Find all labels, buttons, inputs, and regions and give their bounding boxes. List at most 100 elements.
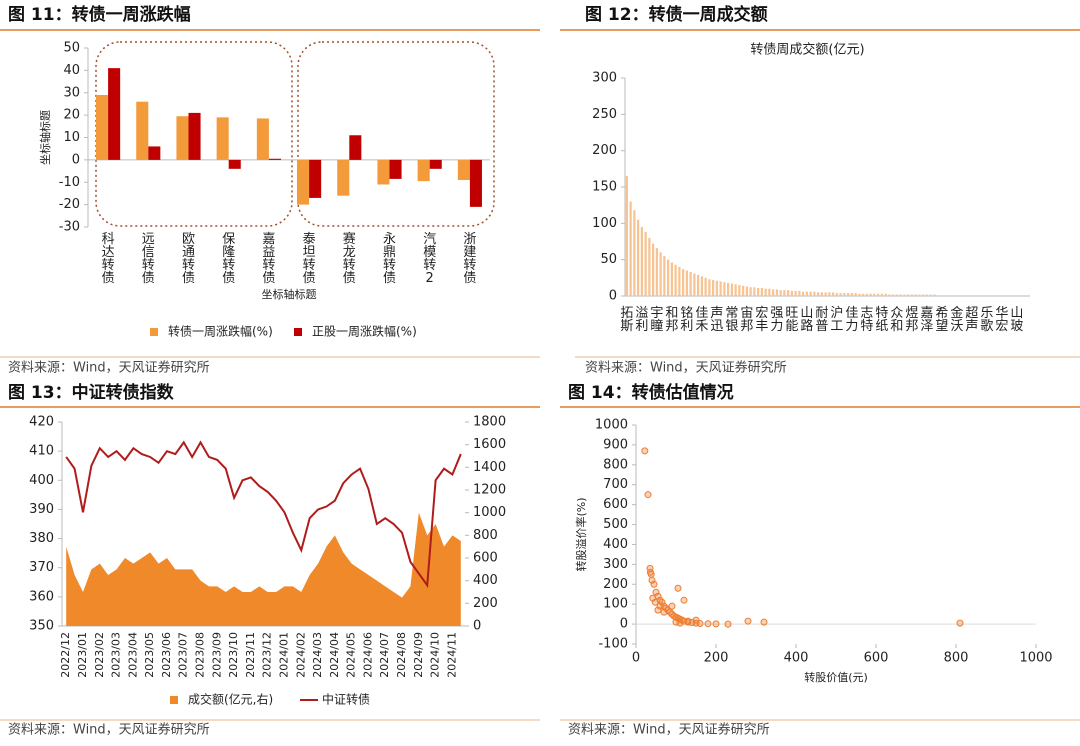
bar — [389, 159, 402, 179]
y-tick-label: 300 — [603, 557, 628, 572]
point — [684, 617, 692, 625]
x-tick-label: 溢利 — [635, 306, 648, 334]
bar — [779, 290, 782, 296]
y-tick-label: 1400 — [473, 460, 506, 475]
x-tick-label: 乐歌 — [980, 306, 993, 334]
bar — [869, 293, 872, 296]
x-tick-label: 山路 — [800, 306, 813, 334]
bar — [349, 135, 362, 160]
x-tick-label: 常银 — [725, 306, 738, 334]
x-tick-label: 2024/01 — [277, 632, 290, 678]
chart-subtitle: 转债周成交额(亿元) — [750, 42, 864, 58]
legend-swatch — [294, 328, 302, 336]
x-tick-label: 400 — [784, 651, 809, 666]
bar — [228, 159, 241, 169]
bar — [974, 295, 977, 296]
x-tick-label: 和邦 — [665, 306, 678, 334]
bar — [749, 287, 752, 296]
bar — [884, 293, 887, 296]
x-tick-label: 2024/04 — [328, 632, 341, 678]
bar — [667, 259, 670, 296]
x-tick-label: 远信转债 — [142, 232, 155, 286]
bar — [417, 159, 430, 182]
bar — [809, 291, 812, 296]
x-tick-label: 2024/08 — [395, 632, 408, 678]
bar — [847, 293, 850, 296]
point — [744, 617, 752, 625]
bar — [708, 279, 711, 296]
x-tick-label: 2024/11 — [445, 632, 458, 678]
point — [668, 602, 676, 610]
bar — [1019, 295, 1022, 296]
bar — [697, 274, 700, 296]
x-tick-label: 嘉泽 — [920, 306, 933, 334]
y-tick-label: 500 — [603, 517, 628, 532]
x-tick-label: 800 — [944, 651, 969, 666]
bar — [828, 292, 831, 296]
bar — [790, 290, 793, 296]
bar — [817, 292, 820, 296]
bar — [268, 158, 281, 160]
bar — [978, 295, 981, 296]
y-tick-label: 100 — [592, 216, 617, 231]
panel-title: 图 13：中证转债指数 — [8, 382, 175, 403]
x-tick-label: 佳力 — [845, 306, 858, 334]
bar — [719, 281, 722, 296]
bar — [1012, 295, 1015, 296]
x-tick-label: 耐普 — [815, 306, 828, 334]
legend-swatch — [150, 328, 158, 336]
x-tick-label: 2022/12 — [59, 632, 72, 678]
y-tick-label: 20 — [63, 108, 80, 123]
bar — [959, 295, 962, 296]
bar — [648, 237, 651, 296]
bar — [967, 295, 970, 296]
bar — [629, 201, 632, 296]
bar — [738, 285, 741, 296]
bar — [970, 295, 973, 296]
y-tick-label: 700 — [603, 477, 628, 492]
x-tick-label: 2024/10 — [429, 632, 442, 678]
x-tick-label: 200 — [704, 651, 729, 666]
bar — [888, 294, 891, 296]
x-tick-label: 铭利 — [680, 306, 693, 334]
bar — [689, 272, 692, 296]
bar — [918, 294, 921, 296]
y-tick-label: 0 — [72, 152, 80, 167]
source-note: 资料来源：Wind，天风证券研究所 — [8, 722, 210, 738]
bar — [907, 294, 910, 296]
bar — [682, 269, 685, 296]
x-tick-label: 2023/12 — [261, 632, 274, 678]
x-tick-label: 佳禾 — [695, 306, 708, 334]
x-tick-label: 2023/05 — [143, 632, 156, 678]
x-tick-label: 声迅 — [710, 306, 723, 334]
y-tick-label: -10 — [59, 175, 80, 190]
y-tick-label: 400 — [29, 473, 54, 488]
x-tick-label: 华宏 — [995, 306, 1008, 334]
y-tick-label: 0 — [473, 619, 481, 634]
point — [660, 608, 668, 616]
bar — [963, 295, 966, 296]
x-tick-label: 2024/02 — [294, 632, 307, 678]
y-tick-label: 410 — [29, 444, 54, 459]
bar — [96, 94, 109, 160]
point — [646, 568, 654, 576]
x-tick-label: 保隆转债 — [222, 232, 235, 286]
bar — [835, 293, 838, 296]
y-tick-label: -100 — [598, 637, 628, 652]
x-tick-label: 2023/08 — [194, 632, 207, 678]
bar — [377, 159, 390, 185]
bar — [723, 282, 726, 296]
y-tick-label: 380 — [29, 531, 54, 546]
bar — [730, 283, 733, 296]
x-axis-title: 坐标轴标题 — [262, 287, 317, 301]
x-tick-label: 志特 — [860, 306, 873, 334]
bar — [768, 288, 771, 296]
bar — [685, 270, 688, 296]
x-tick-label: 2024/09 — [412, 632, 425, 678]
y-tick-label: 40 — [63, 63, 80, 78]
y-tick-label: 400 — [603, 537, 628, 552]
bar — [176, 116, 189, 160]
bar — [910, 294, 913, 296]
y-tick-label: 0 — [620, 617, 628, 632]
x-tick-label: 汽模转 2 — [423, 232, 436, 286]
